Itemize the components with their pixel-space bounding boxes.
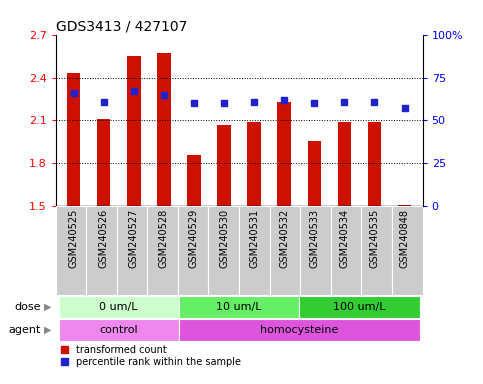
Point	[370, 99, 378, 105]
Text: GSM240527: GSM240527	[129, 209, 139, 268]
Bar	[239, 206, 270, 295]
Bar	[361, 206, 392, 295]
Bar	[308, 141, 321, 206]
Text: GSM240534: GSM240534	[340, 209, 349, 268]
Bar	[179, 296, 299, 318]
Legend: transformed count, percentile rank within the sample: transformed count, percentile rank withi…	[60, 344, 242, 367]
Bar	[86, 206, 117, 295]
Bar	[157, 53, 170, 206]
Bar	[58, 296, 179, 318]
Point	[100, 99, 108, 105]
Bar	[178, 206, 209, 295]
Point	[280, 97, 288, 103]
Point	[311, 100, 318, 106]
Point	[130, 88, 138, 94]
Bar	[277, 102, 291, 206]
Bar	[300, 206, 331, 295]
Text: GSM240530: GSM240530	[219, 209, 229, 268]
Text: GSM240526: GSM240526	[99, 209, 109, 268]
Text: GSM240525: GSM240525	[69, 209, 79, 268]
Text: ▶: ▶	[44, 301, 52, 311]
Text: 10 um/L: 10 um/L	[216, 301, 262, 311]
Bar	[58, 318, 179, 341]
Text: GSM240533: GSM240533	[309, 209, 319, 268]
Text: GSM240848: GSM240848	[399, 209, 410, 268]
Bar	[368, 122, 381, 206]
Point	[190, 100, 198, 106]
Bar	[147, 206, 178, 295]
Point	[250, 99, 258, 105]
Bar	[209, 206, 239, 295]
Bar	[217, 125, 231, 206]
Text: control: control	[99, 324, 138, 334]
Text: agent: agent	[9, 324, 41, 334]
Text: dose: dose	[14, 301, 41, 311]
Text: ▶: ▶	[44, 324, 52, 334]
Bar	[392, 206, 423, 295]
Bar	[338, 122, 351, 206]
Point	[70, 90, 77, 96]
Bar	[270, 206, 300, 295]
Bar	[179, 318, 420, 341]
Point	[401, 105, 409, 111]
Text: homocysteine: homocysteine	[260, 324, 339, 334]
Text: GSM240529: GSM240529	[189, 209, 199, 268]
Text: GSM240535: GSM240535	[369, 209, 380, 268]
Bar	[97, 119, 111, 206]
Point	[220, 100, 228, 106]
Text: GDS3413 / 427107: GDS3413 / 427107	[56, 20, 187, 33]
Point	[341, 99, 348, 105]
Bar	[331, 206, 361, 295]
Bar	[67, 73, 80, 206]
Text: GSM240528: GSM240528	[159, 209, 169, 268]
Bar	[117, 206, 147, 295]
Bar	[187, 155, 201, 206]
Text: GSM240531: GSM240531	[249, 209, 259, 268]
Bar	[56, 206, 86, 295]
Point	[160, 92, 168, 98]
Bar	[247, 122, 261, 206]
Text: GSM240532: GSM240532	[279, 209, 289, 268]
Bar	[299, 296, 420, 318]
Text: 0 um/L: 0 um/L	[99, 301, 138, 311]
Text: 100 um/L: 100 um/L	[333, 301, 386, 311]
Bar	[398, 205, 412, 206]
Bar	[127, 56, 141, 206]
